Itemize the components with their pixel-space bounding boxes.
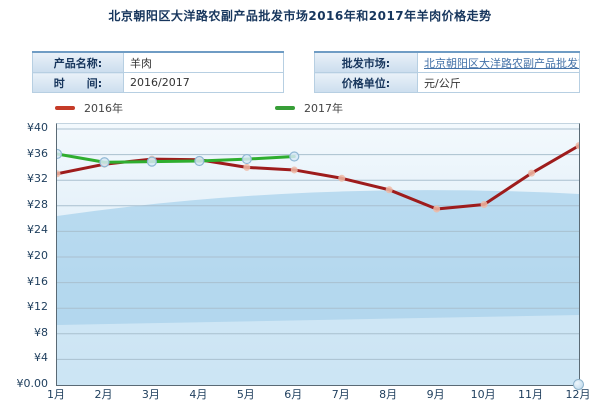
legend-swatch-2016 — [55, 106, 75, 110]
y-tick-label: ¥12 — [27, 300, 48, 314]
legend-item-2016: 2016年 — [55, 101, 123, 115]
data-point-marker — [146, 156, 158, 167]
product-info-table: 产品名称: 羊肉 时 间: 2016/2017 — [32, 51, 284, 93]
data-point-marker — [575, 142, 579, 150]
product-name-value: 羊肉 — [123, 51, 284, 73]
unit-label: 价格单位: — [314, 72, 418, 93]
legend-label-2017: 2017年 — [304, 102, 343, 115]
x-tick-label: 7月 — [331, 388, 350, 400]
table-row: 批发市场: 北京朝阳区大洋路农副产品批发市场 — [314, 51, 580, 73]
background-wave — [57, 190, 579, 385]
y-tick-label: ¥40 — [27, 121, 48, 134]
time-label: 时 间: — [32, 72, 124, 93]
price-line-chart — [57, 128, 579, 385]
y-tick-label: ¥28 — [27, 197, 48, 211]
x-tick-label: 9月 — [426, 388, 445, 400]
data-point-marker — [289, 151, 300, 162]
data-point-marker — [194, 155, 205, 167]
x-tick-label: 4月 — [189, 388, 208, 400]
data-point-marker — [528, 169, 536, 177]
y-tick-label: ¥20 — [27, 249, 48, 262]
table-row: 时 间: 2016/2017 — [32, 72, 284, 93]
x-tick-label: 10月 — [470, 388, 496, 400]
legend-swatch-2017 — [275, 106, 295, 110]
x-tick-label: 8月 — [379, 388, 398, 400]
y-tick-label: ¥0.00 — [16, 377, 49, 390]
page-title: 北京朝阳区大洋路农副产品批发市场2016年和2017年羊肉价格走势 — [108, 9, 492, 23]
x-tick-label: 1月 — [47, 388, 65, 400]
x-tick-label: 11月 — [518, 388, 544, 400]
data-point-marker — [241, 153, 252, 165]
data-point-marker — [99, 157, 110, 168]
table-row: 产品名称: 羊肉 — [32, 51, 284, 73]
x-tick-label: 5月 — [236, 388, 255, 400]
data-point-marker — [480, 201, 488, 209]
x-tick-label: 6月 — [284, 388, 303, 400]
y-tick-label: ¥24 — [27, 223, 48, 237]
table-row: 价格单位: 元/公斤 — [314, 72, 580, 93]
legend-item-2017: 2017年 — [275, 101, 343, 115]
data-point-marker — [385, 186, 393, 194]
chart-plot-area — [56, 123, 584, 390]
market-info-table: 批发市场: 北京朝阳区大洋路农副产品批发市场 价格单位: 元/公斤 — [314, 51, 580, 93]
series-line-2016年 — [57, 144, 579, 211]
y-tick-label: ¥36 — [27, 146, 48, 160]
data-point-marker — [57, 148, 63, 160]
unit-value: 元/公斤 — [417, 72, 580, 93]
legend-label-2016: 2016年 — [84, 102, 123, 115]
y-tick-label: ¥8 — [34, 325, 48, 339]
y-tick-label: ¥4 — [34, 351, 48, 365]
market-link[interactable]: 北京朝阳区大洋路农副产品批发市场 — [424, 56, 579, 70]
market-value-cell: 北京朝阳区大洋路农副产品批发市场 — [417, 51, 580, 73]
slider-handle[interactable] — [573, 379, 584, 390]
data-point-marker — [243, 163, 251, 171]
background-fade — [57, 315, 579, 385]
data-point-marker — [290, 166, 298, 174]
data-point-marker — [338, 174, 346, 182]
data-point-marker — [433, 205, 441, 213]
x-tick-label: 3月 — [141, 388, 160, 400]
y-tick-label: ¥16 — [27, 274, 48, 288]
market-label: 批发市场: — [314, 51, 418, 73]
y-tick-label: ¥32 — [27, 172, 48, 186]
x-tick-label: 2月 — [94, 388, 113, 400]
product-name-label: 产品名称: — [32, 51, 124, 73]
data-point-marker — [57, 170, 61, 178]
time-value: 2016/2017 — [123, 72, 284, 93]
x-tick-label: 12月 — [565, 388, 591, 400]
series-line-2017年 — [57, 152, 296, 164]
